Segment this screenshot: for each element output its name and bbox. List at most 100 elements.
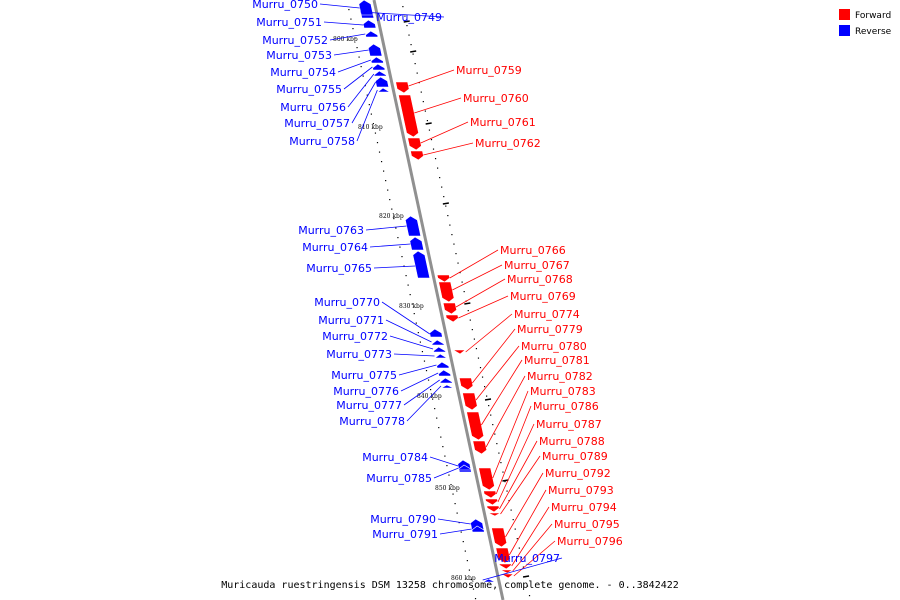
gene-label[interactable]: Murru_0781 [524,354,590,367]
gene-label[interactable]: Murru_0768 [507,273,573,286]
gene-feature-murru-0750[interactable] [358,0,374,16]
gene-feature-murru-0791[interactable] [471,525,485,533]
gene-label[interactable]: Murru_0776 [333,385,399,398]
gene-label[interactable]: Murru_0750 [252,0,318,11]
gene-label[interactable]: Murru_0794 [551,501,617,514]
gene-feature-murru-0756[interactable] [373,70,387,77]
gene-label[interactable]: Murru_0766 [500,244,566,257]
gene-feature-murru-0795[interactable] [500,569,514,574]
gene-feature-murru-0768[interactable] [442,302,457,315]
gene-label[interactable]: Murru_0779 [517,323,583,336]
gene-feature-murru-0772[interactable] [433,346,447,353]
gene-label[interactable]: Murru_0787 [536,418,602,431]
gene-label[interactable]: Murru_0770 [314,296,380,309]
gene-label[interactable]: Murru_0785 [366,472,432,485]
tick-dot [494,433,496,435]
gene-feature-murru-0764[interactable] [409,236,425,251]
gene-label[interactable]: Murru_0764 [302,241,368,254]
tick-dot [393,218,395,220]
gene-label[interactable]: Murru_0790 [370,513,436,526]
gene-label[interactable]: Murru_0784 [362,451,428,464]
gene-feature-murru-0759[interactable] [395,81,410,94]
gene-feature-murru-0792[interactable] [491,527,508,548]
gene-feature-murru-0797[interactable] [481,578,496,583]
gene-feature-murru-0783[interactable] [478,467,495,491]
gene-feature-murru-0785[interactable] [458,464,472,471]
gene-label[interactable]: Murru_0783 [530,385,596,398]
gene-feature-murru-0752[interactable] [365,30,379,38]
gene-feature-murru-0767[interactable] [438,281,455,303]
gene-label[interactable]: Murru_0797 [494,552,560,565]
gene-label[interactable]: Murru_0791 [372,528,438,541]
gene-label[interactable]: Murru_0749 [376,11,442,24]
gene-label[interactable]: Murru_0780 [521,340,587,353]
gene-feature-murru-0751[interactable] [362,19,377,29]
gene-feature-murru-0765[interactable] [412,250,431,279]
gene-label[interactable]: Murru_0789 [542,450,608,463]
gene-feature-murru-0770[interactable] [429,328,443,338]
gene-feature-murru-0775[interactable] [436,361,450,369]
gene-label[interactable]: Murru_0795 [554,518,620,531]
gene-label[interactable]: Murru_0751 [256,16,322,29]
gene-feature-murru-0796[interactable] [500,573,515,579]
gene-label[interactable]: Murru_0762 [475,137,541,150]
gene-label[interactable]: Murru_0788 [539,435,605,448]
gene-feature-murru-0766[interactable] [436,274,451,283]
gene-feature-murru-0753[interactable] [367,43,383,57]
gene-feature-murru-0788[interactable] [486,505,500,513]
gene-feature-murru-0762[interactable] [410,150,424,161]
gene-label[interactable]: Murru_0786 [533,400,599,413]
tick-dot [481,376,484,378]
gene-feature-murru-0776[interactable] [438,369,452,377]
gene-feature-murru-0763[interactable] [404,215,422,237]
gene-feature-murru-0789[interactable] [488,512,502,517]
gene-feature-murru-0794[interactable] [498,563,512,570]
gene-feature-murru-0758[interactable] [376,87,391,93]
gene-label[interactable]: Murru_0774 [514,308,580,321]
gene-label[interactable]: Murru_0775 [331,369,397,382]
gene-label[interactable]: Murru_0761 [470,116,536,129]
gene-feature-murru-0774[interactable] [452,349,467,355]
tick-dot [455,253,457,255]
gene-label[interactable]: Murru_0752 [262,34,328,47]
gene-feature-murru-0760[interactable] [398,94,419,138]
gene-label[interactable]: Murru_0756 [280,101,346,114]
gene-feature-murru-0780[interactable] [462,392,478,411]
gene-feature-murru-0793[interactable] [495,547,511,564]
gene-label[interactable]: Murru_0757 [284,117,350,130]
gene-label[interactable]: Murru_0767 [504,259,570,272]
gene-feature-murru-0779[interactable] [458,377,474,391]
gene-feature-murru-0782[interactable] [472,440,488,455]
gene-label[interactable]: Murru_0792 [545,467,611,480]
gene-label[interactable]: Murru_0753 [266,49,332,62]
gene-feature-murru-0761[interactable] [407,137,422,151]
gene-label[interactable]: Murru_0769 [510,290,576,303]
gene-feature-murru-0781[interactable] [466,411,485,441]
gene-feature-murru-0773[interactable] [434,353,449,359]
gene-label[interactable]: Murru_0759 [456,64,522,77]
gene-feature-murru-0769[interactable] [445,314,459,323]
gene-label[interactable]: Murru_0760 [463,92,529,105]
gene-label[interactable]: Murru_0758 [289,135,355,148]
gene-feature-murru-0778[interactable] [440,384,454,389]
gene-feature-murru-0777[interactable] [439,377,453,384]
gene-label[interactable]: Murru_0763 [298,224,364,237]
tick-dot [514,528,516,530]
gene-label[interactable]: Murru_0765 [306,262,372,275]
gene-label[interactable]: Murru_0782 [527,370,593,383]
gene-feature-murru-0771[interactable] [431,339,445,346]
gene-label[interactable]: Murru_0777 [336,399,402,412]
gene-feature-murru-0754[interactable] [370,56,384,64]
gene-label[interactable]: Murru_0771 [318,314,384,327]
gene-feature-murru-0755[interactable] [372,63,386,71]
gene-label[interactable]: Murru_0793 [548,484,614,497]
gene-label[interactable]: Murru_0755 [276,83,342,96]
gene-label[interactable]: Murru_0796 [557,535,623,548]
gene-feature-murru-0787[interactable] [484,498,499,506]
gene-feature-murru-0786[interactable] [483,490,497,499]
gene-label[interactable]: Murru_0772 [322,330,388,343]
gene-feature-murru-0757[interactable] [375,76,390,88]
gene-label[interactable]: Murru_0773 [326,348,392,361]
gene-label[interactable]: Murru_0778 [339,415,405,428]
gene-label[interactable]: Murru_0754 [270,66,336,79]
